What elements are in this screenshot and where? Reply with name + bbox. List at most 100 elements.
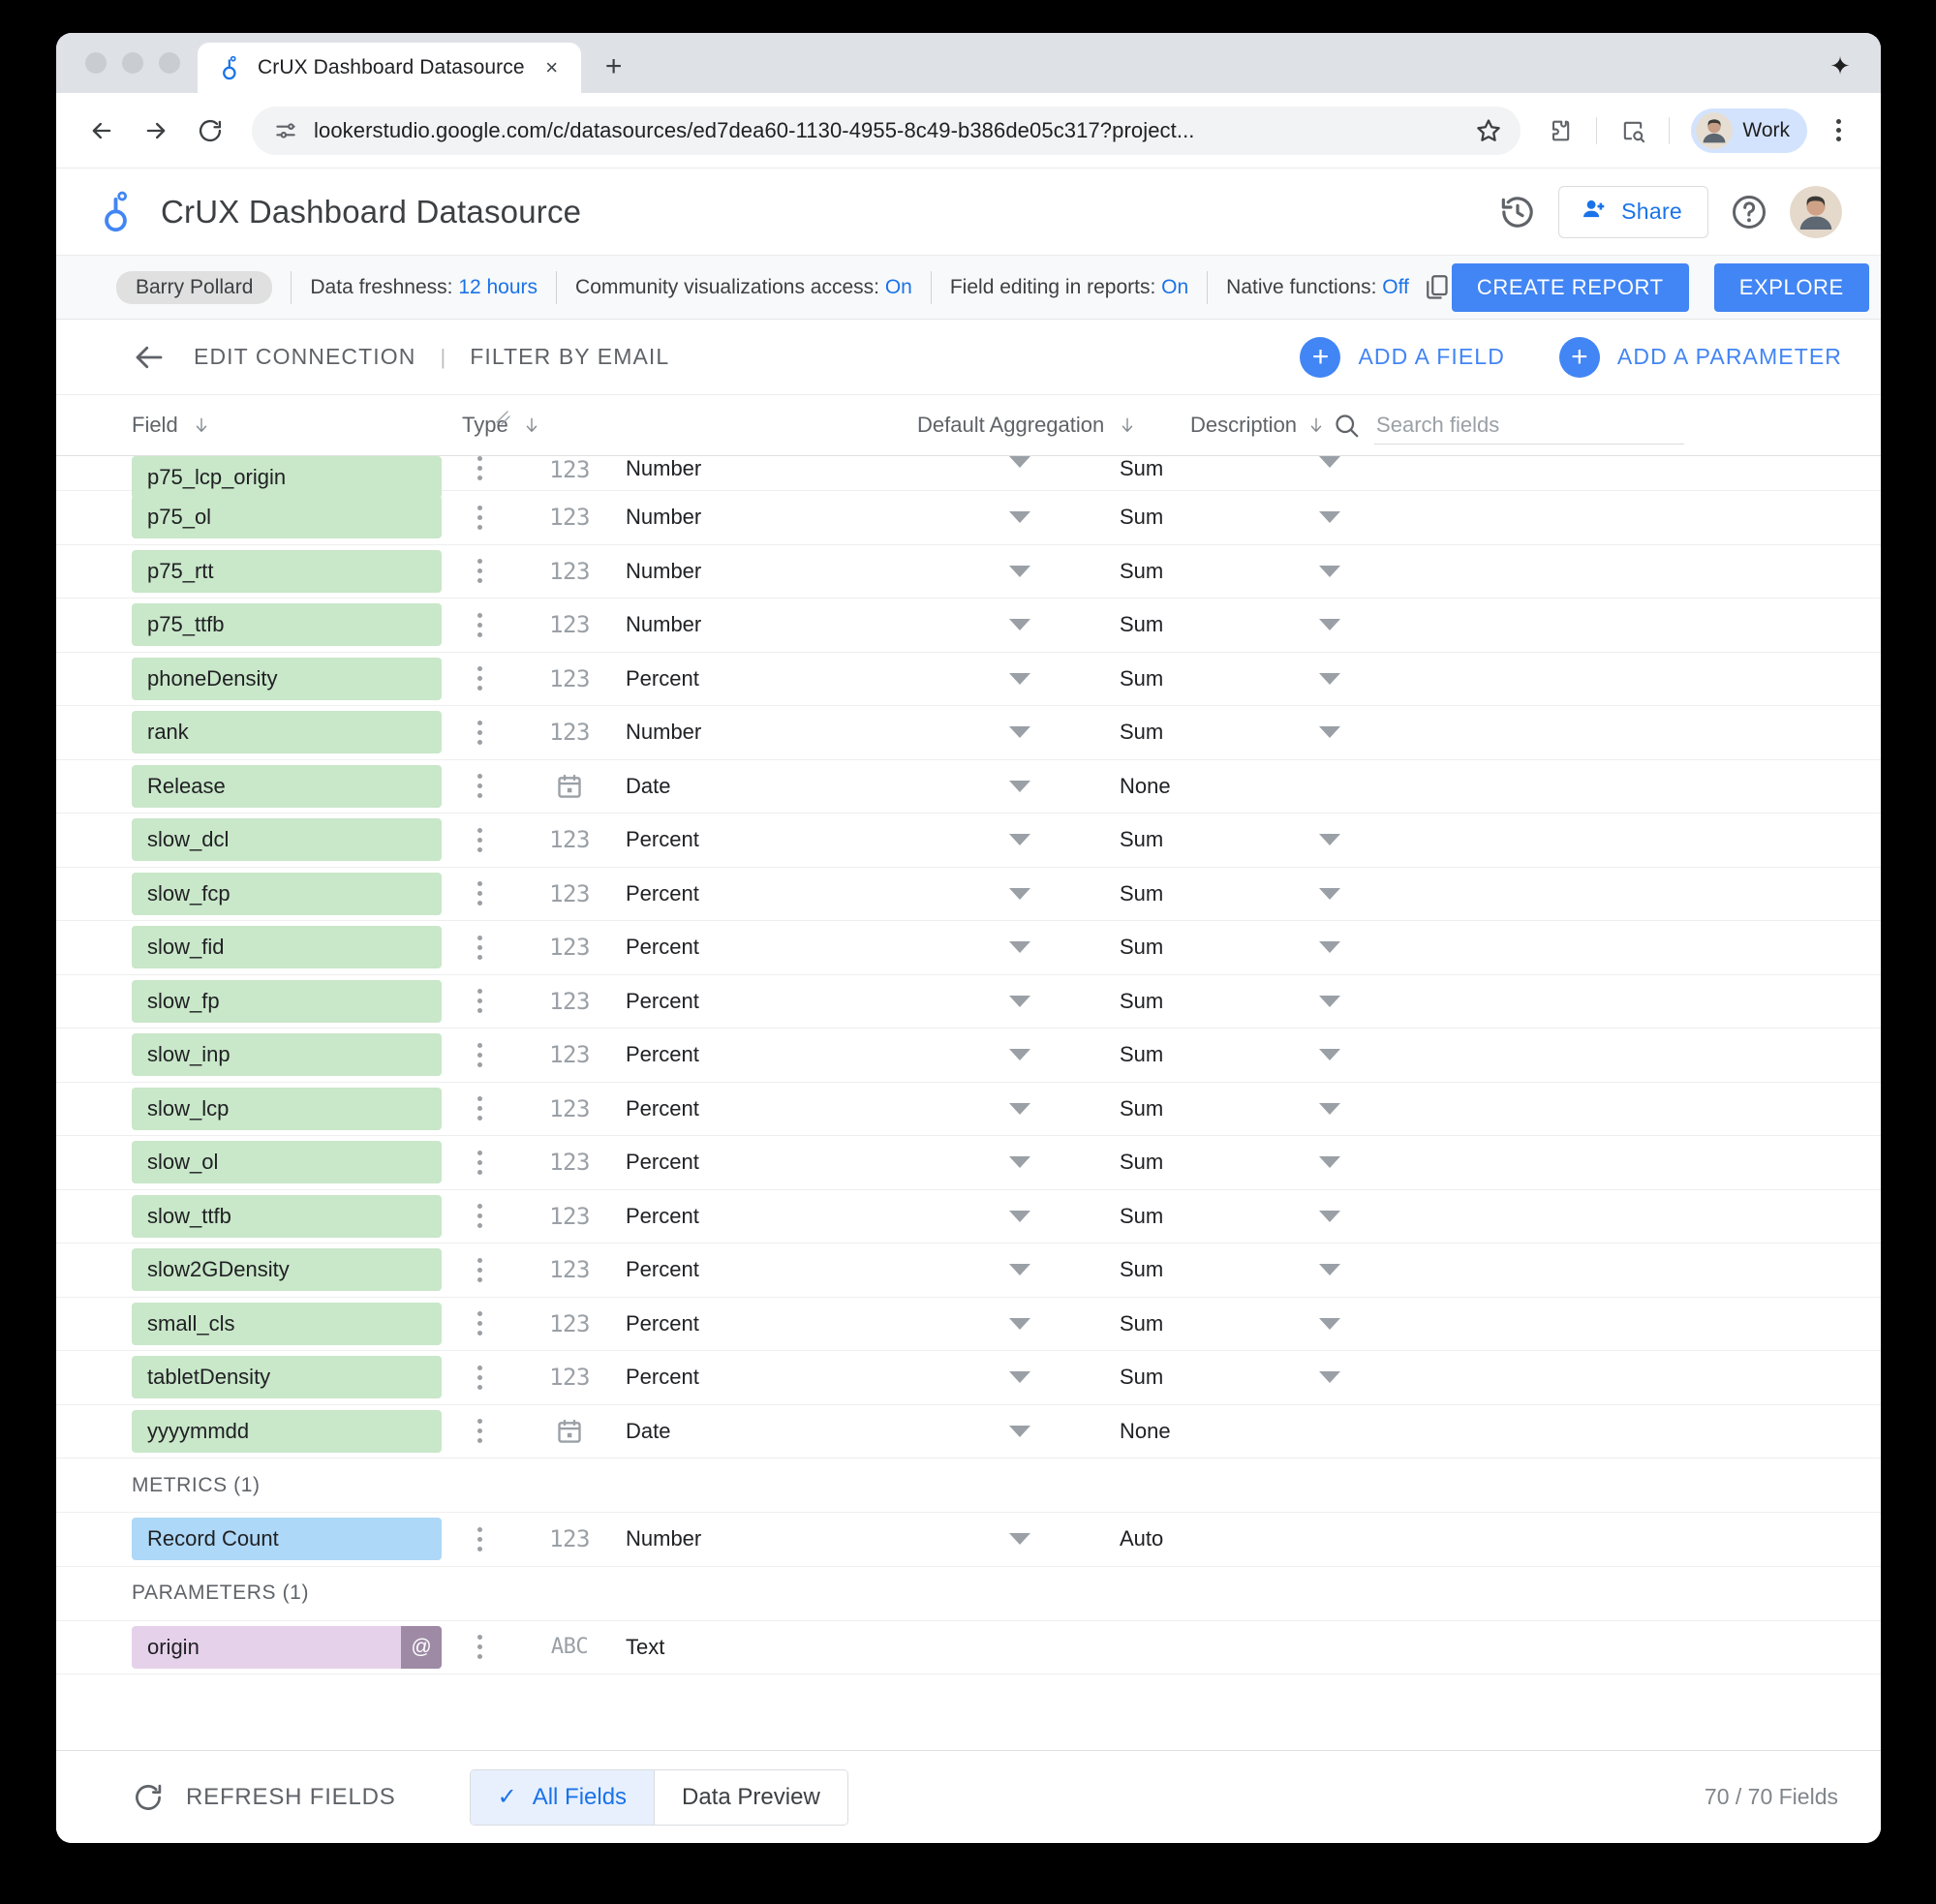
site-settings-icon[interactable] — [273, 118, 298, 143]
field-name-chip[interactable]: p75_ttfb — [132, 603, 442, 647]
table-row[interactable]: tabletDensity 123 Percent Sum — [56, 1351, 1881, 1405]
field-name-chip[interactable]: slow_lcp — [132, 1087, 442, 1130]
copy-icon[interactable] — [1423, 271, 1452, 304]
row-more-options-icon[interactable] — [459, 935, 500, 960]
minimize-window-button[interactable] — [122, 52, 143, 74]
type-dropdown-caret-icon[interactable] — [1009, 1049, 1030, 1061]
table-row[interactable]: slow2GDensity 123 Percent Sum — [56, 1244, 1881, 1298]
aggregation-dropdown-caret-icon[interactable] — [1319, 1102, 1340, 1115]
table-row[interactable]: slow_fp 123 Percent Sum — [56, 975, 1881, 1029]
forward-navigation-button[interactable] — [132, 107, 180, 155]
field-name-chip[interactable]: Record Count — [132, 1518, 442, 1561]
row-more-options-icon[interactable] — [459, 827, 500, 852]
type-dropdown-caret-icon[interactable] — [1009, 672, 1030, 685]
omnibox[interactable]: lookerstudio.google.com/c/datasources/ed… — [252, 106, 1521, 155]
arrow-down-icon[interactable] — [192, 413, 211, 438]
type-dropdown-caret-icon[interactable] — [1009, 995, 1030, 1007]
data-freshness-item[interactable]: Data freshness: 12 hours — [310, 276, 538, 299]
row-more-options-icon[interactable] — [459, 1257, 500, 1282]
aggregation-dropdown-caret-icon[interactable] — [1319, 887, 1340, 900]
browser-tab[interactable]: CrUX Dashboard Datasource × — [198, 43, 581, 93]
table-row[interactable]: p75_ol 123 Number Sum — [56, 491, 1881, 545]
field-name-chip[interactable]: slow_fcp — [132, 872, 442, 915]
row-more-options-icon[interactable] — [459, 1635, 500, 1660]
back-navigation-button[interactable] — [77, 107, 126, 155]
type-dropdown-caret-icon[interactable] — [1009, 456, 1030, 468]
explore-button[interactable]: EXPLORE — [1713, 262, 1869, 312]
type-dropdown-caret-icon[interactable] — [1009, 1425, 1030, 1437]
field-name-chip[interactable]: slow_ttfb — [132, 1194, 442, 1238]
aggregation-dropdown-caret-icon[interactable] — [1319, 511, 1340, 524]
field-name-chip[interactable]: slow_dcl — [132, 818, 442, 862]
row-more-options-icon[interactable] — [459, 505, 500, 530]
field-name-chip[interactable]: yyyymmdd — [132, 1409, 442, 1453]
table-row[interactable]: p75_ttfb 123 Number Sum — [56, 599, 1881, 653]
type-dropdown-caret-icon[interactable] — [1009, 834, 1030, 846]
type-dropdown-caret-icon[interactable] — [1009, 887, 1030, 900]
type-dropdown-caret-icon[interactable] — [1009, 1210, 1030, 1222]
row-more-options-icon[interactable] — [459, 881, 500, 906]
maximize-window-button[interactable] — [159, 52, 180, 74]
table-row[interactable]: Record Count 123 Number Auto — [56, 1513, 1881, 1567]
gemini-spark-icon[interactable]: ✦ — [1829, 50, 1851, 80]
native-functions-item[interactable]: Native functions: Off — [1226, 276, 1409, 299]
help-circle-icon[interactable] — [1730, 193, 1768, 231]
column-resize-handle[interactable] — [494, 409, 513, 428]
column-header-type[interactable]: Type — [462, 413, 917, 438]
aggregation-dropdown-caret-icon[interactable] — [1319, 619, 1340, 631]
row-more-options-icon[interactable] — [459, 1096, 500, 1121]
aggregation-dropdown-caret-icon[interactable] — [1319, 565, 1340, 577]
add-a-parameter-button[interactable]: + ADD A PARAMETER — [1558, 336, 1842, 378]
type-dropdown-caret-icon[interactable] — [1009, 511, 1030, 524]
type-dropdown-caret-icon[interactable] — [1009, 619, 1030, 631]
row-more-options-icon[interactable] — [459, 559, 500, 584]
add-a-field-button[interactable]: + ADD A FIELD — [1300, 336, 1504, 378]
close-tab-icon[interactable]: × — [545, 55, 559, 79]
table-row[interactable]: phoneDensity 123 Percent Sum — [56, 653, 1881, 706]
arrow-left-icon[interactable] — [132, 340, 167, 375]
aggregation-dropdown-caret-icon[interactable] — [1319, 1264, 1340, 1276]
row-more-options-icon[interactable] — [459, 1419, 500, 1444]
field-name-chip[interactable]: slow_fid — [132, 926, 442, 969]
table-row[interactable]: p75_lcp_origin 123 Number Sum — [56, 456, 1881, 499]
table-row[interactable]: rank 123 Number Sum — [56, 706, 1881, 760]
create-report-button[interactable]: CREATE REPORT — [1451, 262, 1689, 312]
field-name-chip[interactable]: rank — [132, 711, 442, 754]
page-search-icon[interactable] — [1611, 108, 1655, 153]
share-button[interactable]: Share — [1558, 185, 1708, 238]
aggregation-dropdown-caret-icon[interactable] — [1319, 1371, 1340, 1384]
aggregation-dropdown-caret-icon[interactable] — [1319, 726, 1340, 739]
table-row[interactable]: Release Date None — [56, 760, 1881, 814]
row-more-options-icon[interactable] — [459, 456, 500, 480]
row-more-options-icon[interactable] — [459, 666, 500, 691]
row-more-options-icon[interactable] — [459, 989, 500, 1014]
column-header-description[interactable]: Description — [1190, 413, 1326, 438]
aggregation-dropdown-caret-icon[interactable] — [1319, 995, 1340, 1007]
table-row[interactable]: small_cls 123 Percent Sum — [56, 1298, 1881, 1351]
filter-by-email-button[interactable]: FILTER BY EMAIL — [470, 344, 670, 369]
type-dropdown-caret-icon[interactable] — [1009, 1102, 1030, 1115]
row-more-options-icon[interactable] — [459, 1150, 500, 1175]
row-more-options-icon[interactable] — [459, 774, 500, 799]
user-avatar[interactable] — [1790, 185, 1842, 238]
row-more-options-icon[interactable] — [459, 612, 500, 637]
type-dropdown-caret-icon[interactable] — [1009, 1156, 1030, 1169]
field-name-chip[interactable]: Release — [132, 764, 442, 808]
table-row[interactable]: yyyymmdd Date None — [56, 1405, 1881, 1459]
row-more-options-icon[interactable] — [459, 1204, 500, 1229]
community-viz-item[interactable]: Community visualizations access: On — [575, 276, 912, 299]
table-row[interactable]: slow_fid 123 Percent Sum — [56, 921, 1881, 975]
column-header-default-aggregation[interactable]: Default Aggregation — [917, 413, 1169, 438]
chrome-menu-icon[interactable] — [1817, 109, 1859, 152]
field-name-chip[interactable]: origin @ — [132, 1625, 442, 1669]
type-dropdown-caret-icon[interactable] — [1009, 1317, 1030, 1330]
table-row[interactable]: slow_dcl 123 Percent Sum — [56, 814, 1881, 868]
profile-chip[interactable]: Work — [1691, 107, 1807, 153]
type-dropdown-caret-icon[interactable] — [1009, 780, 1030, 792]
column-header-field[interactable]: Field — [132, 413, 462, 438]
row-more-options-icon[interactable] — [459, 720, 500, 745]
table-row[interactable]: p75_rtt 123 Number Sum — [56, 545, 1881, 599]
reload-button[interactable] — [186, 107, 234, 155]
table-row[interactable]: slow_inp 123 Percent Sum — [56, 1029, 1881, 1083]
aggregation-dropdown-caret-icon[interactable] — [1319, 834, 1340, 846]
